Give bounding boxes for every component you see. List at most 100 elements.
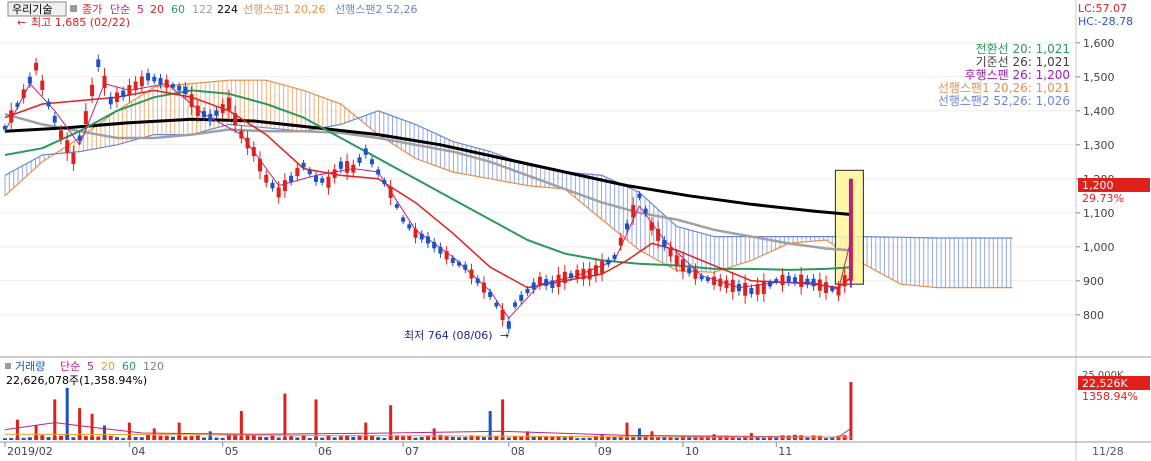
- date-axis-ticks: 2019/02 04 05 06 07 08 09 10 11: [4, 442, 792, 458]
- volume-bar-small: [531, 436, 536, 440]
- candle-body: [544, 279, 549, 286]
- legend-span2: 선행스팬2 52,26: 1,026: [938, 93, 1070, 108]
- volume-bar-small: [40, 435, 45, 440]
- volume-bar-small: [799, 435, 804, 440]
- volume-bar-small: [214, 437, 219, 440]
- volume-bar: [849, 382, 853, 440]
- candle-body: [46, 101, 51, 107]
- period-20: 20: [150, 3, 164, 16]
- candle-body: [817, 279, 822, 291]
- candle-body: [438, 246, 443, 254]
- volume-bar-small: [345, 435, 350, 440]
- candle-body: [121, 90, 126, 98]
- candle-body: [34, 62, 39, 71]
- volume-bar-small: [27, 437, 32, 440]
- date-tick-label: 09: [598, 445, 612, 458]
- volume-bar-small: [581, 437, 586, 440]
- candle-body: [705, 277, 710, 281]
- volume-bar-small: [705, 436, 710, 440]
- volume-bar-small: [457, 437, 462, 440]
- volume-settings-icon[interactable]: [5, 363, 11, 369]
- volume-bar-small: [170, 436, 175, 440]
- candle-body: [519, 294, 524, 301]
- volume-bar: [34, 425, 38, 440]
- volume-bar: [432, 428, 436, 440]
- candle-body: [693, 269, 698, 279]
- candle-body: [680, 259, 685, 272]
- volume-bar-small: [699, 435, 704, 440]
- date-tick-label: 04: [131, 445, 145, 458]
- volume-bar-small: [369, 435, 374, 440]
- candle-body: [226, 97, 231, 111]
- candle-body: [513, 302, 518, 307]
- low-marker-arrow: →: [500, 329, 509, 342]
- candle-body: [724, 280, 729, 289]
- volume-bar-small: [680, 435, 685, 440]
- candle-body: [40, 80, 45, 90]
- current-volume-box: [1078, 376, 1150, 390]
- volume-bar-small: [513, 435, 518, 440]
- volume-bar: [637, 428, 641, 440]
- period-224: 224: [217, 3, 238, 16]
- candle-body: [618, 237, 623, 246]
- candle-body: [475, 278, 480, 284]
- candle-body: [799, 274, 804, 287]
- volume-period-20: 20: [101, 360, 115, 373]
- candle-body: [531, 282, 536, 290]
- volume-bar-small: [295, 437, 300, 440]
- candle-body: [581, 268, 586, 280]
- volume-bars: [3, 382, 853, 440]
- volume-bar-small: [251, 435, 256, 440]
- candle-body: [556, 274, 561, 287]
- volume-bar-small: [351, 436, 356, 440]
- volume-bar-small: [556, 435, 561, 440]
- volume-period-5: 5: [87, 360, 94, 373]
- candle-body: [3, 126, 7, 130]
- legend-base: 기준선 26: 1,021: [976, 55, 1070, 69]
- candle-body: [444, 251, 449, 260]
- volume-bar: [103, 425, 107, 440]
- stock-name: 우리기술: [12, 3, 52, 16]
- candle-body: [369, 159, 374, 165]
- volume-bar-small: [71, 437, 76, 440]
- candle-body: [631, 204, 636, 218]
- volume-bar: [177, 422, 181, 440]
- volume-bar-small: [631, 436, 636, 440]
- candle-body: [768, 281, 773, 287]
- candle-body: [718, 278, 723, 287]
- candle-body: [195, 105, 200, 116]
- candle-body: [102, 75, 107, 89]
- candle-body: [133, 81, 138, 91]
- candle-body: [96, 59, 101, 68]
- volume-bar: [364, 422, 368, 440]
- legend-span1: 선행스팬1 20,26: 1,021: [938, 80, 1070, 95]
- volume-period-120: 120: [143, 360, 164, 373]
- volume-bar-small: [730, 436, 735, 440]
- volume-bar-small: [575, 438, 580, 440]
- volume-bar-small: [562, 437, 567, 440]
- candle-body: [600, 261, 605, 274]
- stock-name-box[interactable]: [7, 1, 67, 17]
- ma120-line: [4, 112, 851, 252]
- volume-bar-small: [258, 436, 263, 440]
- current-volume-pct: 1358.94%: [1082, 390, 1138, 403]
- candle-body: [158, 78, 163, 85]
- volume-bar-small: [805, 437, 810, 440]
- volume-bar-small: [376, 437, 381, 440]
- candle-body: [245, 137, 250, 149]
- candle-body: [593, 265, 598, 276]
- volume-bar-small: [133, 436, 138, 440]
- candle-body: [357, 157, 362, 163]
- candle-body: [413, 228, 418, 238]
- volume-bar-small: [233, 435, 238, 440]
- candle-body: [301, 162, 306, 168]
- candle-body: [587, 268, 592, 280]
- candle-body: [407, 224, 412, 229]
- candle-body: [351, 164, 356, 173]
- volume-bar-small: [444, 436, 449, 440]
- candle-body: [332, 169, 337, 179]
- volume-ma5-line: [4, 422, 852, 438]
- candle-body: [674, 255, 679, 266]
- settings-icon[interactable]: [70, 5, 77, 12]
- candle-body: [668, 247, 673, 257]
